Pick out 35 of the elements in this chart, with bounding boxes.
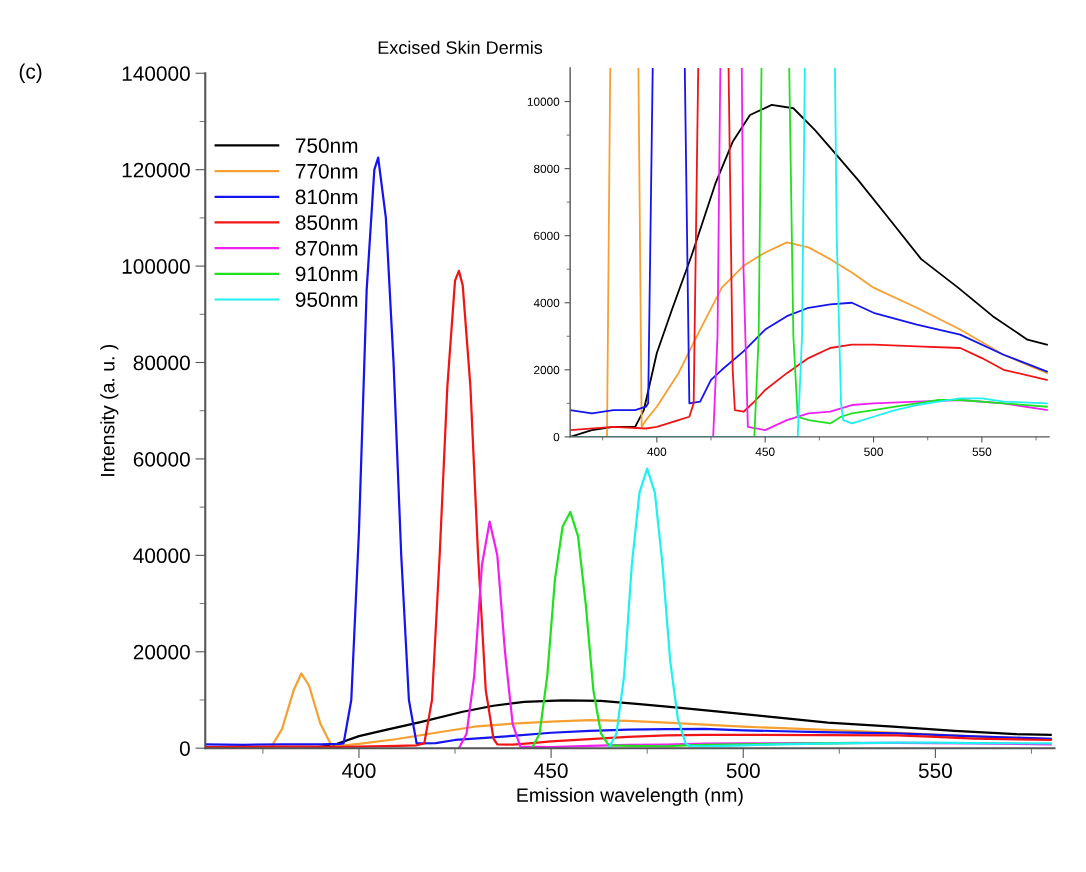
legend-label: 850nm <box>295 215 358 230</box>
y-tick-label: 4000 <box>533 298 560 308</box>
x-tick-label: 500 <box>864 447 883 456</box>
text: (c) <box>19 63 42 83</box>
y-tick-label: 2000 <box>534 365 560 375</box>
y-tick-label: 0 <box>179 741 190 756</box>
y-tick-label: 120000 <box>122 162 190 178</box>
y-tick-label: 60000 <box>133 451 190 467</box>
legend-label: 770nm <box>295 163 358 179</box>
y-tick-label: 100000 <box>122 259 190 274</box>
line-series <box>607 467 1052 749</box>
x-tick-label: 450 <box>755 447 775 456</box>
legend-label: 750nm <box>295 138 358 153</box>
x-tick-label: 400 <box>342 763 376 779</box>
x-tick-label: 400 <box>647 447 667 456</box>
y-tick-label: 140000 <box>122 66 190 81</box>
legend-label: 870nm <box>295 240 358 256</box>
y-tick-label: 6000 <box>534 231 560 241</box>
y-tick-label: 80000 <box>133 355 190 371</box>
x-tick-label: 500 <box>726 763 760 779</box>
y-tick-label: 10000 <box>527 97 560 106</box>
legend-label: 950nm <box>295 292 358 307</box>
y-tick-label: 0 <box>553 432 560 442</box>
y-axis-title: Intensity (a. u. ) <box>100 344 119 476</box>
y-tick-label: 20000 <box>133 644 190 660</box>
legend-label: 810nm <box>295 189 358 205</box>
x-tick-label: 450 <box>534 763 568 779</box>
y-tick-label: 40000 <box>133 548 190 564</box>
x-tick-label: 550 <box>972 447 992 456</box>
y-tick-label: 8000 <box>533 164 560 174</box>
line-series <box>319 699 1052 748</box>
x-tick-label: 550 <box>918 763 952 779</box>
legend-label: 910nm <box>295 266 358 282</box>
x-axis-title: Emission wavelength (nm) <box>517 787 743 806</box>
chart-title: Excised Skin Dermis <box>378 40 543 54</box>
